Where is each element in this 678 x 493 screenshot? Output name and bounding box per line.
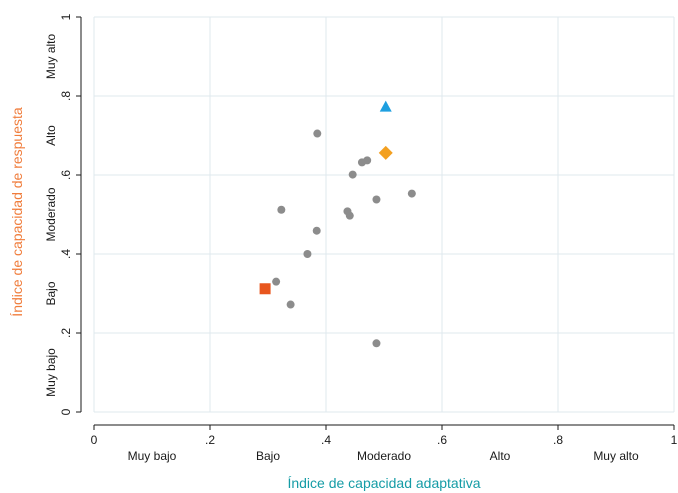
y-tick-label: .4	[59, 249, 73, 259]
y-axis-title: Índice de capacidad de respuesta	[9, 107, 25, 317]
y-category-label: Alto	[44, 125, 58, 146]
data-point	[407, 189, 416, 198]
data-point	[372, 339, 381, 348]
x-category-label: Muy bajo	[128, 449, 177, 463]
x-tick-label: 1	[671, 433, 678, 447]
grid-lines	[93, 16, 675, 413]
x-category-label: Bajo	[256, 449, 280, 463]
y-category-label: Muy bajo	[44, 348, 58, 397]
data-point	[312, 226, 321, 235]
y-tick-label: .8	[59, 91, 73, 101]
data-point-diamond	[378, 145, 393, 160]
data-point	[277, 205, 286, 214]
data-point-square	[259, 283, 271, 295]
data-point	[372, 195, 381, 204]
data-points	[259, 100, 416, 348]
data-point	[345, 211, 354, 220]
x-tick-label: .2	[205, 433, 215, 447]
data-point-triangle	[379, 100, 392, 112]
y-category-label: Moderado	[44, 187, 58, 241]
x-category-label: Moderado	[357, 449, 411, 463]
y-tick-label: 0	[59, 408, 73, 415]
data-point	[303, 250, 312, 258]
data-point	[313, 129, 322, 138]
data-point	[272, 277, 281, 286]
data-point	[348, 170, 357, 179]
y-category-label: Bajo	[44, 281, 58, 305]
x-category-label: Alto	[490, 449, 511, 463]
x-tick-label: 0	[91, 433, 98, 447]
y-category-label: Muy alto	[44, 34, 58, 80]
y-tick-label: 1	[59, 13, 73, 20]
data-point	[286, 300, 295, 309]
data-point	[363, 156, 372, 165]
y-tick-label: .2	[59, 328, 73, 338]
x-axis-title: Índice de capacidad adaptativa	[287, 475, 480, 491]
axes	[76, 16, 675, 430]
y-tick-label: .6	[59, 170, 73, 180]
tick-labels: 0 .2 .4 .6 .8 1 0 .2 .4 .6 .8 1	[59, 13, 678, 447]
x-category-label: Muy alto	[593, 449, 639, 463]
x-tick-label: .4	[321, 433, 331, 447]
x-tick-label: .6	[437, 433, 447, 447]
category-labels: Muy bajo Bajo Moderado Alto Muy alto Muy bajo…	[44, 34, 639, 463]
x-tick-label: .8	[553, 433, 563, 447]
